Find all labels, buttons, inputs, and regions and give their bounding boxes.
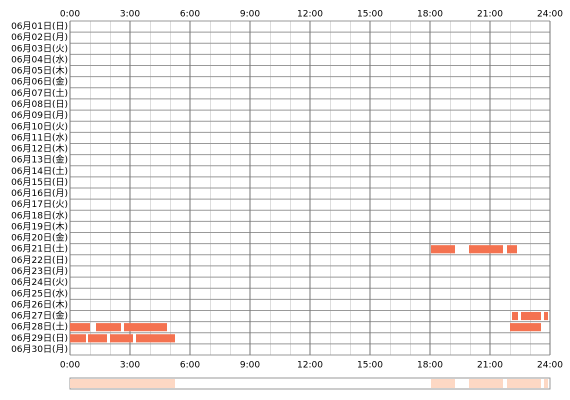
x-tick-label: 24:00: [537, 361, 563, 371]
y-tick-label: 06月27日(金): [11, 310, 68, 322]
y-tick-label: 06月05日(木): [11, 65, 68, 77]
activity-bar: [507, 245, 517, 254]
x-tick-label: 9:00: [240, 361, 260, 371]
activity-bar: [510, 323, 541, 332]
summary-bar: [70, 379, 86, 388]
summary-bar: [110, 379, 133, 388]
y-tick-label: 06月06日(金): [11, 76, 68, 88]
y-tick-label: 06月07日(土): [11, 87, 68, 99]
y-tick-label: 06月04日(水): [11, 53, 68, 65]
activity-bar: [110, 334, 133, 343]
activity-bar: [96, 323, 121, 332]
x-tick-label: 24:00: [537, 10, 563, 20]
y-tick-label: 06月20日(金): [11, 232, 68, 244]
y-tick-label: 06月25日(水): [11, 287, 68, 299]
activity-bar: [431, 245, 455, 254]
y-tick-label: 06月02日(月): [11, 32, 68, 43]
y-tick-label: 06月03日(火): [11, 43, 68, 54]
x-tick-label: 21:00: [477, 10, 503, 20]
activity-bar: [544, 311, 548, 321]
y-tick-label: 06月19日(木): [11, 220, 68, 232]
y-tick-label: 06月24日(火): [11, 277, 68, 288]
y-tick-label: 06月28日(土): [11, 321, 68, 333]
y-tick-label: 06月10日(火): [11, 121, 68, 132]
x-tick-label: 18:00: [417, 361, 443, 371]
y-tick-label: 06月01日(日): [11, 21, 68, 32]
summary-bar: [469, 379, 503, 388]
x-tick-label: 9:00: [240, 10, 260, 20]
y-tick-label: 06月13日(金): [11, 154, 68, 166]
y-tick-label: 06月18日(水): [11, 209, 68, 221]
x-tick-label: 15:00: [357, 10, 383, 20]
x-tick-label: 0:00: [60, 361, 80, 371]
y-tick-label: 06月09日(月): [11, 110, 68, 121]
activity-bar: [521, 311, 541, 321]
summary-bar: [136, 379, 175, 388]
activity-bar: [512, 311, 518, 321]
y-tick-label: 06月30日(月): [11, 344, 68, 355]
y-tick-label: 06月29日(日): [11, 333, 68, 344]
y-tick-label: 06月08日(日): [11, 99, 68, 110]
x-tick-label: 12:00: [297, 361, 323, 371]
x-tick-label: 6:00: [180, 10, 200, 20]
x-tick-label: 15:00: [357, 361, 383, 371]
x-tick-label: 18:00: [417, 10, 443, 20]
activity-bar: [70, 334, 86, 343]
y-tick-label: 06月15日(日): [11, 177, 68, 188]
x-tick-label: 3:00: [120, 10, 140, 20]
activity-bar: [70, 323, 90, 332]
activity-bar: [136, 334, 175, 343]
y-tick-label: 06月26日(木): [11, 298, 68, 310]
summary-bar: [510, 379, 541, 388]
x-tick-label: 12:00: [297, 10, 323, 20]
y-tick-label: 06月14日(土): [11, 165, 68, 177]
activity-bar: [469, 245, 503, 254]
activity-bar: [124, 323, 167, 332]
y-tick-label: 06月23日(月): [11, 266, 68, 277]
x-tick-label: 0:00: [60, 10, 80, 20]
activity-bar: [88, 334, 107, 343]
y-tick-label: 06月16日(月): [11, 188, 68, 199]
x-tick-label: 3:00: [120, 361, 140, 371]
y-tick-label: 06月11日(水): [11, 131, 68, 143]
x-tick-label: 21:00: [477, 361, 503, 371]
summary-bar: [96, 379, 121, 388]
y-tick-label: 06月22日(日): [11, 255, 68, 266]
x-tick-label: 6:00: [180, 361, 200, 371]
y-tick-label: 06月12日(木): [11, 143, 68, 155]
summary-bar: [544, 379, 548, 388]
summary-bar: [88, 379, 107, 388]
summary-bar: [431, 379, 455, 388]
y-tick-label: 06月17日(火): [11, 199, 68, 210]
y-tick-label: 06月21日(土): [11, 243, 68, 255]
